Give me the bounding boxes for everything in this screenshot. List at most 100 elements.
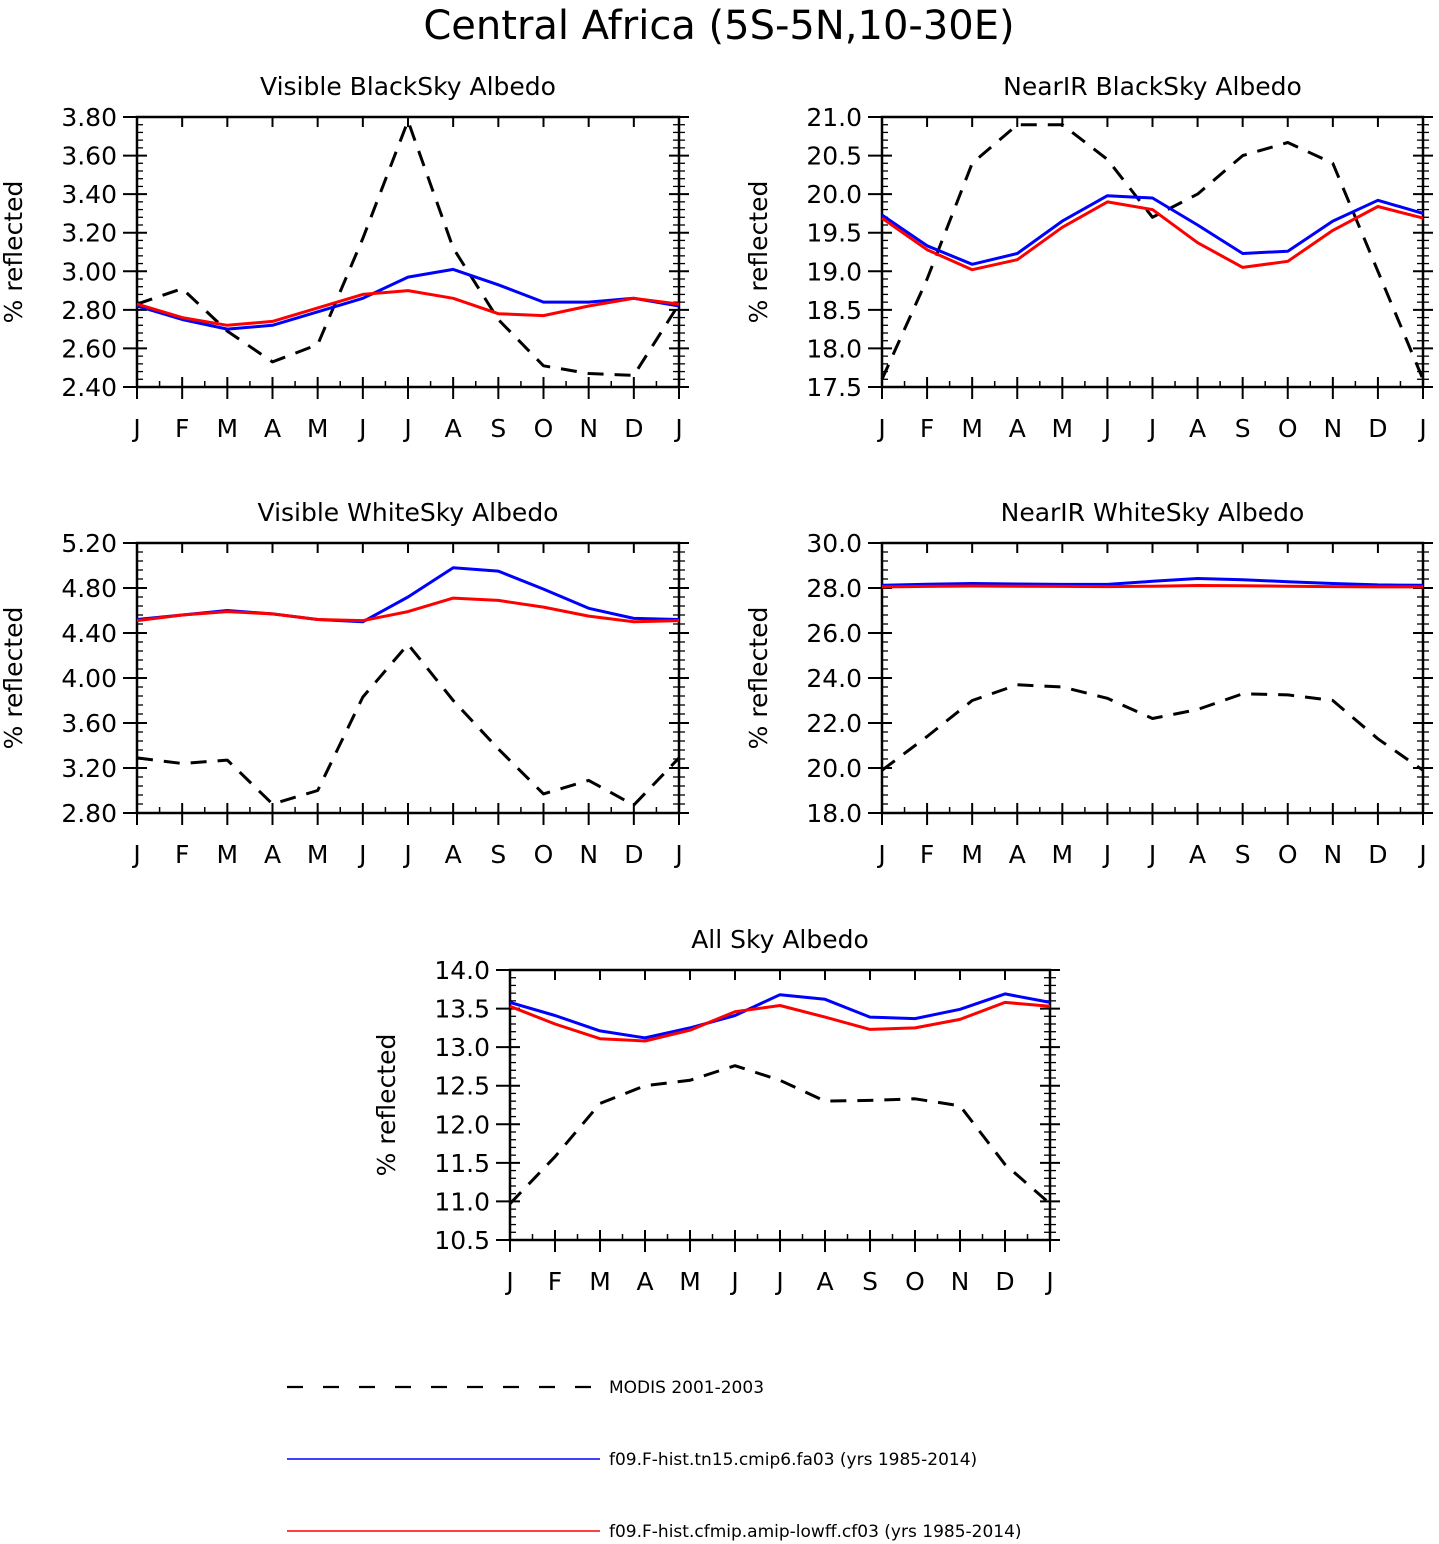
x-tick-label: S bbox=[862, 1267, 878, 1296]
x-tick-label: A bbox=[1189, 840, 1206, 869]
y-tick-label: 4.80 bbox=[61, 574, 117, 603]
x-tick-label: M bbox=[589, 1267, 611, 1296]
series-line-1 bbox=[136, 642, 681, 807]
y-tick-label: 3.00 bbox=[61, 257, 117, 286]
y-tick-label: 11.5 bbox=[434, 1149, 490, 1178]
x-tick-label: S bbox=[490, 414, 506, 443]
y-tick-label: 3.20 bbox=[61, 219, 117, 248]
x-tick-label: J bbox=[402, 414, 411, 443]
y-tick-label: 12.0 bbox=[434, 1110, 490, 1139]
x-tick-label: D bbox=[1368, 414, 1387, 443]
y-tick-label: 4.40 bbox=[61, 619, 117, 648]
y-tick-label: 24.0 bbox=[806, 664, 862, 693]
x-tick-label: M bbox=[961, 414, 983, 443]
x-tick-label: S bbox=[1235, 414, 1251, 443]
y-tick-label: 10.5 bbox=[434, 1226, 490, 1255]
x-tick-label: J bbox=[774, 1267, 783, 1296]
x-tick-label: S bbox=[490, 840, 506, 869]
x-tick-label: A bbox=[1009, 840, 1026, 869]
series-line-3 bbox=[136, 289, 680, 327]
y-tick-label: 13.0 bbox=[434, 1033, 490, 1062]
x-tick-label: J bbox=[1147, 414, 1156, 443]
y-tick-label: 18.0 bbox=[806, 799, 862, 828]
panel-title: NearIR BlackSky Albedo bbox=[1003, 72, 1302, 101]
y-tick-label: 2.80 bbox=[61, 296, 117, 325]
x-tick-label: J bbox=[876, 840, 885, 869]
y-axis-label: % reflected bbox=[744, 181, 773, 324]
legend-label: f09.F-hist.tn15.cmip6.fa03 (yrs 1985-201… bbox=[609, 1450, 977, 1470]
legend-label: MODIS 2001-2003 bbox=[609, 1378, 764, 1398]
x-tick-label: M bbox=[961, 840, 983, 869]
x-tick-label: M bbox=[307, 840, 329, 869]
y-tick-label: 20.0 bbox=[806, 754, 862, 783]
series-line-2 bbox=[509, 992, 1051, 1040]
x-tick-label: J bbox=[876, 414, 885, 443]
x-tick-label: D bbox=[624, 840, 643, 869]
y-axis-label: % reflected bbox=[372, 1034, 401, 1177]
plot-frame bbox=[135, 541, 681, 815]
legend: MODIS 2001-2003 f09.F-hist.tn15.cmip6.fa0… bbox=[287, 1378, 1022, 1542]
series-line-1 bbox=[508, 1064, 1051, 1205]
x-tick-label: J bbox=[504, 1267, 513, 1296]
series-line-3 bbox=[136, 596, 680, 624]
x-tick-label: F bbox=[920, 840, 934, 869]
y-axis-label: % reflected bbox=[0, 607, 28, 750]
x-tick-label: J bbox=[1102, 840, 1111, 869]
x-tick-label: F bbox=[175, 840, 189, 869]
y-tick-label: 3.60 bbox=[61, 142, 117, 171]
panel-title: NearIR WhiteSky Albedo bbox=[1001, 498, 1305, 527]
x-tick-label: J bbox=[1417, 840, 1426, 869]
x-tick-label: F bbox=[548, 1267, 562, 1296]
x-tick-label: N bbox=[1323, 414, 1342, 443]
x-tick-label: A bbox=[264, 840, 281, 869]
panel-title: All Sky Albedo bbox=[691, 925, 869, 954]
y-tick-label: 11.0 bbox=[434, 1187, 490, 1216]
x-tick-label: F bbox=[175, 414, 189, 443]
y-tick-label: 12.5 bbox=[434, 1072, 490, 1101]
figure-title: Central Africa (5S-5N,10-30E) bbox=[423, 3, 1014, 49]
x-tick-label: O bbox=[1278, 840, 1298, 869]
y-tick-label: 28.0 bbox=[806, 574, 862, 603]
x-tick-label: O bbox=[905, 1267, 925, 1296]
y-tick-label: 2.60 bbox=[61, 334, 117, 363]
series-line-3 bbox=[881, 200, 1424, 272]
panel-title: Visible BlackSky Albedo bbox=[260, 72, 556, 101]
legend-label: f09.F-hist.cfmip.amip-lowff.cf03 (yrs 19… bbox=[609, 1522, 1022, 1542]
x-tick-label: A bbox=[445, 840, 462, 869]
x-tick-label: D bbox=[995, 1267, 1014, 1296]
y-tick-label: 18.5 bbox=[806, 296, 862, 325]
x-tick-label: M bbox=[679, 1267, 701, 1296]
x-tick-label: J bbox=[131, 414, 140, 443]
x-tick-label: J bbox=[1044, 1267, 1053, 1296]
x-tick-label: N bbox=[579, 840, 598, 869]
y-axis-label: % reflected bbox=[744, 607, 773, 750]
y-tick-label: 26.0 bbox=[806, 619, 862, 648]
legend-entry: f09.F-hist.tn15.cmip6.fa03 (yrs 1985-201… bbox=[287, 1450, 977, 1470]
x-tick-label: M bbox=[1052, 414, 1074, 443]
plot-frame bbox=[508, 968, 1052, 1242]
x-tick-label: O bbox=[534, 414, 554, 443]
series-line-2 bbox=[881, 194, 1424, 266]
y-tick-label: 3.40 bbox=[61, 180, 117, 209]
x-tick-label: J bbox=[673, 414, 682, 443]
y-tick-label: 19.5 bbox=[806, 219, 862, 248]
series-line-3 bbox=[881, 584, 1423, 589]
x-tick-label: M bbox=[1052, 840, 1074, 869]
x-tick-label: N bbox=[951, 1267, 970, 1296]
y-tick-label: 19.0 bbox=[806, 257, 862, 286]
plot-frame bbox=[135, 115, 681, 389]
x-tick-label: J bbox=[131, 840, 140, 869]
x-tick-label: J bbox=[402, 840, 411, 869]
series-line-1 bbox=[880, 123, 1425, 380]
x-tick-label: N bbox=[1323, 840, 1342, 869]
series-line-1 bbox=[136, 119, 681, 377]
plot-frame bbox=[880, 115, 1425, 389]
x-tick-label: A bbox=[445, 414, 462, 443]
x-tick-label: O bbox=[534, 840, 554, 869]
y-tick-label: 4.00 bbox=[61, 664, 117, 693]
y-tick-label: 17.5 bbox=[806, 373, 862, 402]
